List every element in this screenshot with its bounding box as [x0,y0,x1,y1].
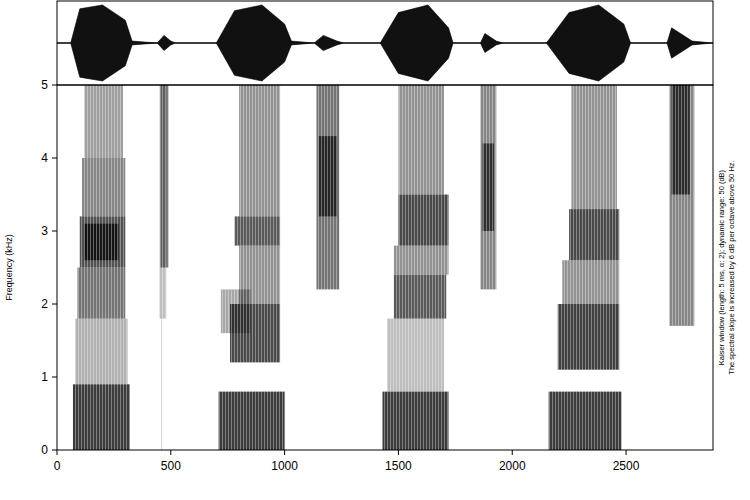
y-tick-label: 5 [41,78,48,92]
waveform-envelope [57,5,713,81]
annotation: Kaiser window (length: 5 ms, α: 2); dyna… [717,169,726,365]
chart: 0 500 1000 1500 2000 2500 0 1 2 3 4 5 Frequency (kHz… [0,0,750,500]
x-tick [626,450,627,455]
y-tick [52,304,57,305]
y-tick-label: 1 [41,370,48,384]
y-tick [52,450,57,451]
y-tick-label: 0 [41,443,48,457]
x-tick [512,450,513,455]
texture [57,85,713,450]
y-tick-label: 4 [41,151,48,165]
annotation: The spectral slope is increased by 6 dB … [727,160,736,374]
y-tick-label: 3 [41,224,48,238]
spec-frame [57,85,713,450]
y-tick-label: 2 [41,297,48,311]
y-tick [52,377,57,378]
waveform [57,5,713,81]
x-tick-label: 0 [54,459,61,473]
x-tick-label: 1500 [385,459,412,473]
wave-frame [57,1,713,85]
y-label: Frequency (kHz) [4,234,14,301]
x-tick [398,450,399,455]
x-tick-label: 1000 [271,459,298,473]
x-tick [284,450,285,455]
x-tick-label: 2000 [499,459,526,473]
y-tick [52,85,57,86]
x-tick [57,450,58,455]
cells [57,85,713,450]
y-tick [52,231,57,232]
y-tick [52,158,57,159]
x-tick-label: 2500 [613,459,640,473]
x-tick [170,450,171,455]
x-tick-label: 500 [161,459,181,473]
